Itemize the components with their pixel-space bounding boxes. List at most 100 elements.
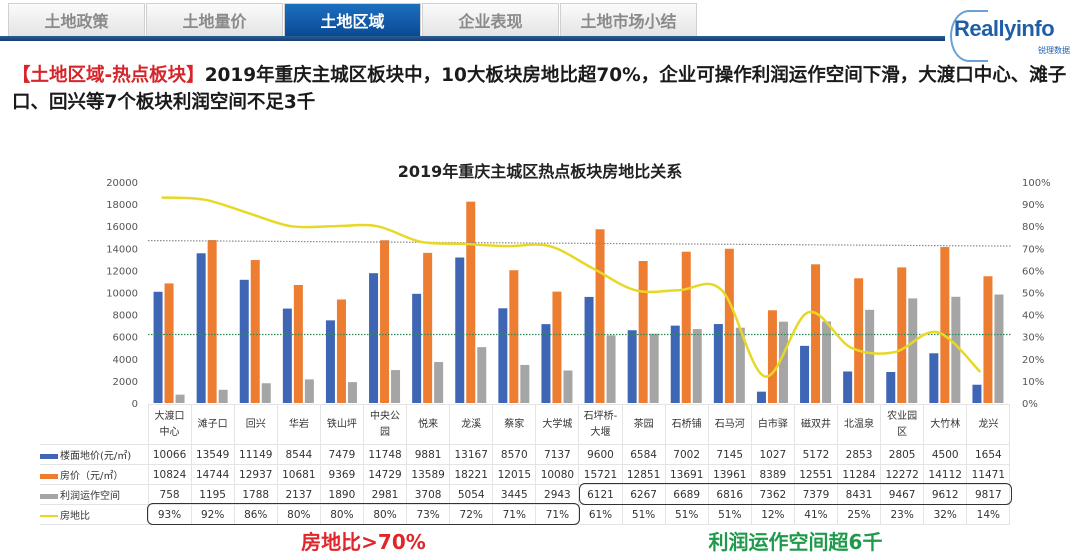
value-cell: 80% — [319, 504, 364, 525]
category-label: 龙兴 — [966, 404, 1011, 445]
right-tick: 60% — [1022, 266, 1044, 277]
value-cell: 9612 — [923, 484, 968, 505]
value-cell: 61% — [578, 504, 623, 525]
category-label-line: 北温泉 — [844, 418, 875, 430]
category-label-line: 铁山坪 — [326, 418, 357, 430]
value-cell: 758 — [147, 484, 192, 505]
value-cell: 2853 — [836, 444, 882, 465]
value-cell: 13691 — [664, 464, 709, 485]
value-cell: 86% — [233, 504, 278, 525]
value-cell: 72% — [449, 504, 494, 525]
value-cell: 7479 — [319, 444, 364, 465]
category-label-line: 区 — [897, 426, 908, 438]
left-tick: 8000 — [113, 311, 138, 322]
value-cell: 2137 — [276, 484, 321, 505]
bar-land — [800, 345, 810, 403]
value-cell: 51% — [621, 504, 666, 525]
value-cell: 12272 — [880, 464, 925, 485]
series-name: 房价（元/㎡） — [60, 471, 124, 482]
series-label: 利润运作空间 — [40, 484, 149, 505]
value-cell: 73% — [406, 504, 451, 525]
value-cell: 7002 — [664, 444, 709, 465]
bar-house — [466, 201, 476, 403]
value-cell: 51% — [707, 504, 752, 525]
category-label-line: 回兴 — [245, 418, 266, 430]
left-tick: 6000 — [113, 333, 138, 344]
value-cell: 8389 — [750, 464, 795, 485]
value-cell: 12015 — [492, 464, 537, 485]
category-label-line: 石马河 — [714, 418, 745, 430]
category-label: 大渡口 中心 — [147, 404, 192, 445]
category-label: 蔡家 — [492, 404, 537, 445]
bar-land — [498, 308, 508, 403]
category-label: 大学城 — [535, 404, 580, 445]
category-label-line: 茶园 — [633, 418, 654, 430]
value-cell: 12551 — [793, 464, 839, 485]
bar-land — [282, 308, 292, 403]
left-tick: 12000 — [106, 266, 138, 277]
bar-land — [584, 296, 594, 403]
value-cell: 14744 — [190, 464, 235, 485]
category-label: 大竹林 — [923, 404, 968, 445]
value-cell: 6689 — [664, 484, 709, 505]
bar-house — [595, 229, 605, 403]
logo-sub: 锐理数据 — [1038, 46, 1070, 55]
category-label: 龙溪 — [449, 404, 494, 445]
tab-3[interactable]: 企业表现 — [422, 3, 559, 36]
right-tick: 100% — [1022, 178, 1051, 189]
tab-bar: 土地政策 土地量价 土地区域 企业表现 土地市场小结 — [8, 3, 698, 36]
bar-land — [412, 293, 422, 403]
category-label: 磁双井 — [793, 404, 839, 445]
tab-1[interactable]: 土地量价 — [146, 3, 283, 36]
category-label-line: 悦来 — [418, 418, 439, 430]
tab-2[interactable]: 土地区域 — [284, 3, 421, 36]
series-row: 房价（元/㎡） 10824 14744 12937 10681 9369 14729 1358… — [40, 464, 1011, 485]
bar-house — [509, 270, 519, 403]
category-label-line: 磁双井 — [800, 418, 831, 430]
bar-land — [369, 273, 379, 403]
bar-house — [250, 260, 260, 403]
right-tick: 80% — [1022, 222, 1044, 233]
bar-profit — [778, 321, 788, 403]
value-cell: 10066 — [147, 444, 192, 465]
category-label-line: 石桥铺 — [671, 418, 702, 430]
value-cell: 11149 — [233, 444, 278, 465]
series-name: 房地比 — [60, 511, 90, 522]
right-tick: 90% — [1022, 200, 1044, 211]
category-label: 北温泉 — [836, 404, 882, 445]
category-label-line: 中心 — [159, 426, 180, 438]
value-cell: 15721 — [578, 464, 623, 485]
header-rule — [0, 36, 945, 41]
bar-profit — [218, 389, 228, 403]
value-cell: 14729 — [362, 464, 408, 485]
value-cell: 2943 — [535, 484, 580, 505]
bar-land — [929, 353, 939, 403]
value-cell: 71% — [492, 504, 537, 525]
value-cell: 4500 — [923, 444, 968, 465]
series-label: 房价（元/㎡） — [40, 464, 149, 485]
legend-swatch — [40, 493, 58, 499]
value-cell: 71% — [535, 504, 580, 525]
series-name: 楼面地价(元/㎡) — [60, 451, 132, 462]
value-cell: 8544 — [276, 444, 321, 465]
bar-house — [164, 283, 174, 403]
category-label-line: 大学城 — [542, 418, 573, 430]
bar-land — [886, 372, 896, 403]
bar-profit — [304, 379, 314, 403]
value-cell: 14% — [966, 504, 1011, 525]
value-cell: 6816 — [707, 484, 752, 505]
bar-land — [972, 384, 982, 403]
right-tick: 50% — [1022, 289, 1044, 300]
category-label-line: 龙溪 — [461, 418, 482, 430]
tab-0[interactable]: 土地政策 — [8, 3, 145, 36]
value-cell: 9600 — [578, 444, 623, 465]
callout-profit-text: 利润运作空间超6千 — [708, 530, 883, 554]
bar-profit — [391, 370, 401, 403]
category-label: 农业园区 — [880, 404, 925, 445]
tab-4[interactable]: 土地市场小结 — [560, 3, 697, 36]
value-cell: 12851 — [621, 464, 666, 485]
bar-house — [638, 260, 648, 403]
bar-house — [423, 252, 433, 403]
category-label-line: 大堰 — [590, 426, 611, 438]
